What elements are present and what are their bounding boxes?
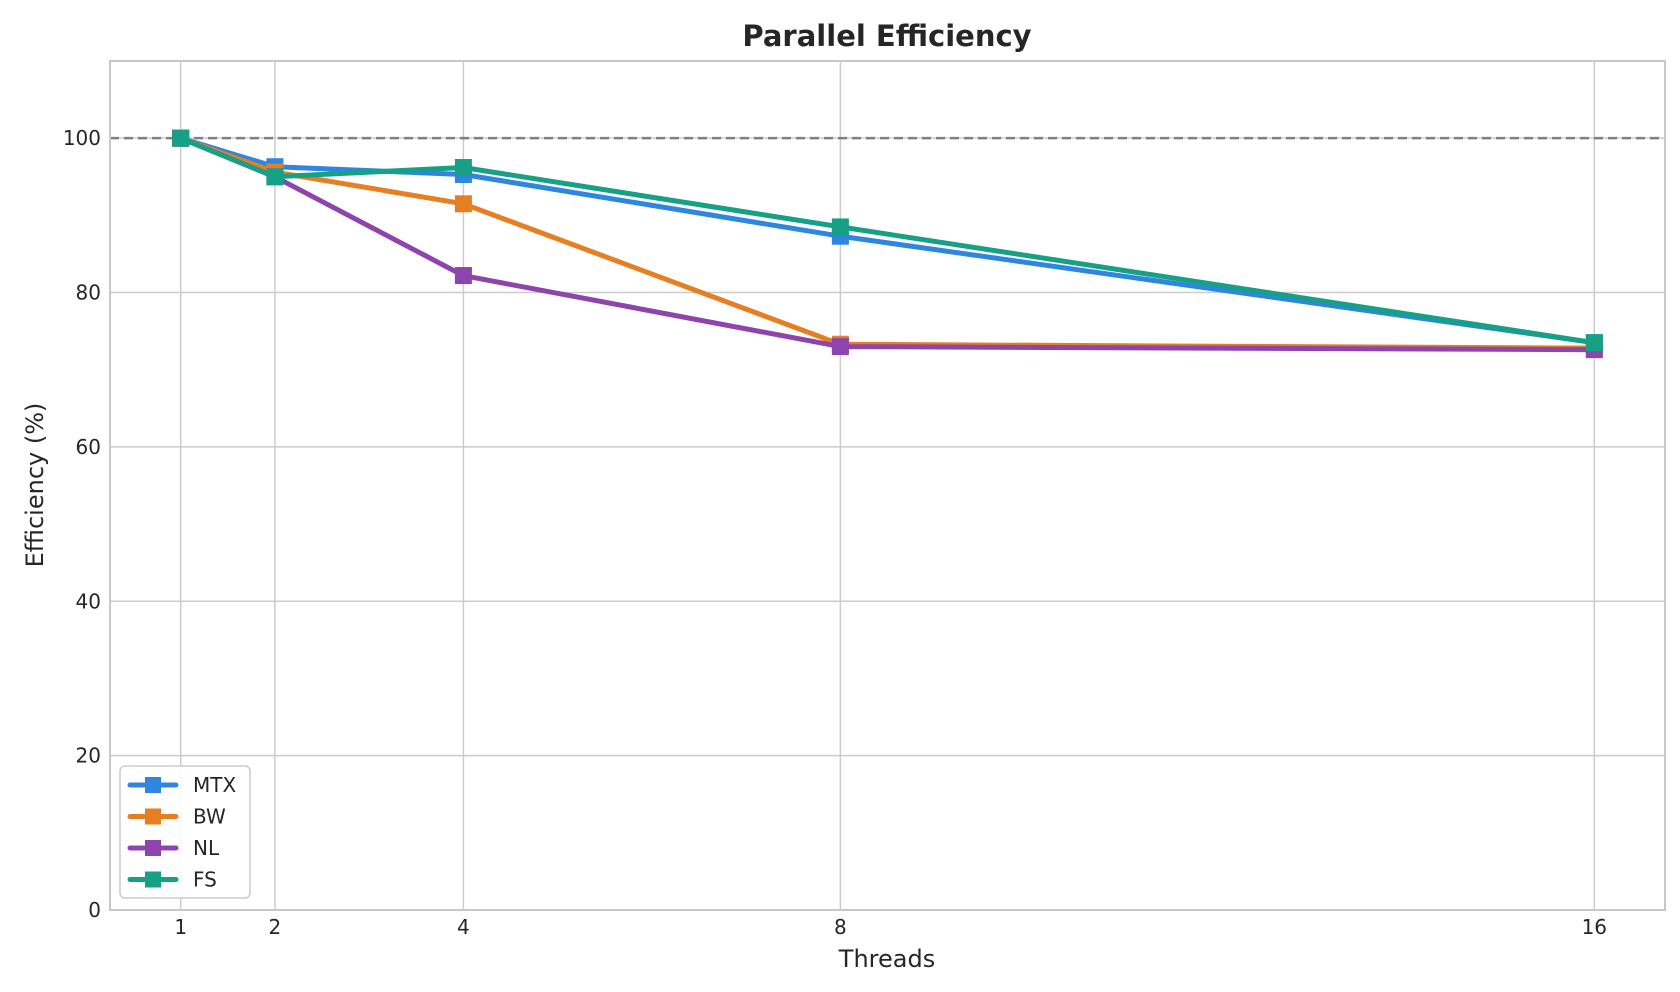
y-tick-label: 80	[76, 281, 101, 305]
legend-item-mtx: MTX	[127, 773, 236, 797]
legend-label-bw: BW	[193, 805, 226, 829]
point-fs-16	[1585, 334, 1603, 352]
x-tick-labels: 1 2 4 8 16	[174, 915, 1607, 939]
legend-marker-mtx	[145, 777, 161, 793]
legend-label-nl: NL	[193, 836, 220, 860]
y-tick-label: 100	[63, 126, 101, 150]
legend-marker-fs	[145, 871, 161, 888]
plot-frame	[109, 60, 1666, 911]
y-tick-label: 40	[76, 589, 101, 613]
legend-box	[119, 765, 251, 899]
point-nl-8	[831, 338, 849, 356]
point-fs-8	[831, 218, 849, 236]
x-tick-label: 8	[834, 915, 847, 939]
point-fs-1	[172, 129, 190, 147]
legend-label-mtx: MTX	[193, 773, 236, 797]
y-axis-label: Efficiency (%)	[21, 403, 49, 568]
point-nl-4	[454, 267, 472, 285]
legend-item-fs: FS	[127, 868, 217, 892]
grid	[110, 61, 1665, 911]
y-tick-label: 60	[76, 435, 101, 459]
x-tick-label: 16	[1582, 915, 1607, 939]
series-fs	[172, 129, 1603, 352]
series-group	[172, 129, 1603, 359]
x-tick-label: 1	[174, 915, 187, 939]
legend-item-bw: BW	[127, 805, 226, 829]
legend: MTX BW NL FS	[119, 765, 251, 899]
legend-label-fs: FS	[193, 868, 217, 892]
x-tick-label: 4	[457, 915, 470, 939]
point-fs-4	[454, 159, 472, 177]
y-tick-labels: 0 20 40 60 80 100	[63, 126, 101, 922]
x-axis-label: Threads	[838, 945, 935, 973]
point-fs-2	[266, 168, 284, 186]
legend-marker-nl	[145, 840, 161, 856]
legend-item-nl: NL	[127, 836, 220, 860]
y-tick-label: 0	[88, 898, 101, 922]
x-tick-label: 2	[269, 915, 282, 939]
y-tick-label: 20	[76, 744, 101, 768]
legend-marker-bw	[145, 808, 161, 825]
point-bw-4	[454, 195, 472, 213]
chart-title: Parallel Efficiency	[742, 19, 1031, 53]
series-mtx	[172, 129, 1603, 352]
